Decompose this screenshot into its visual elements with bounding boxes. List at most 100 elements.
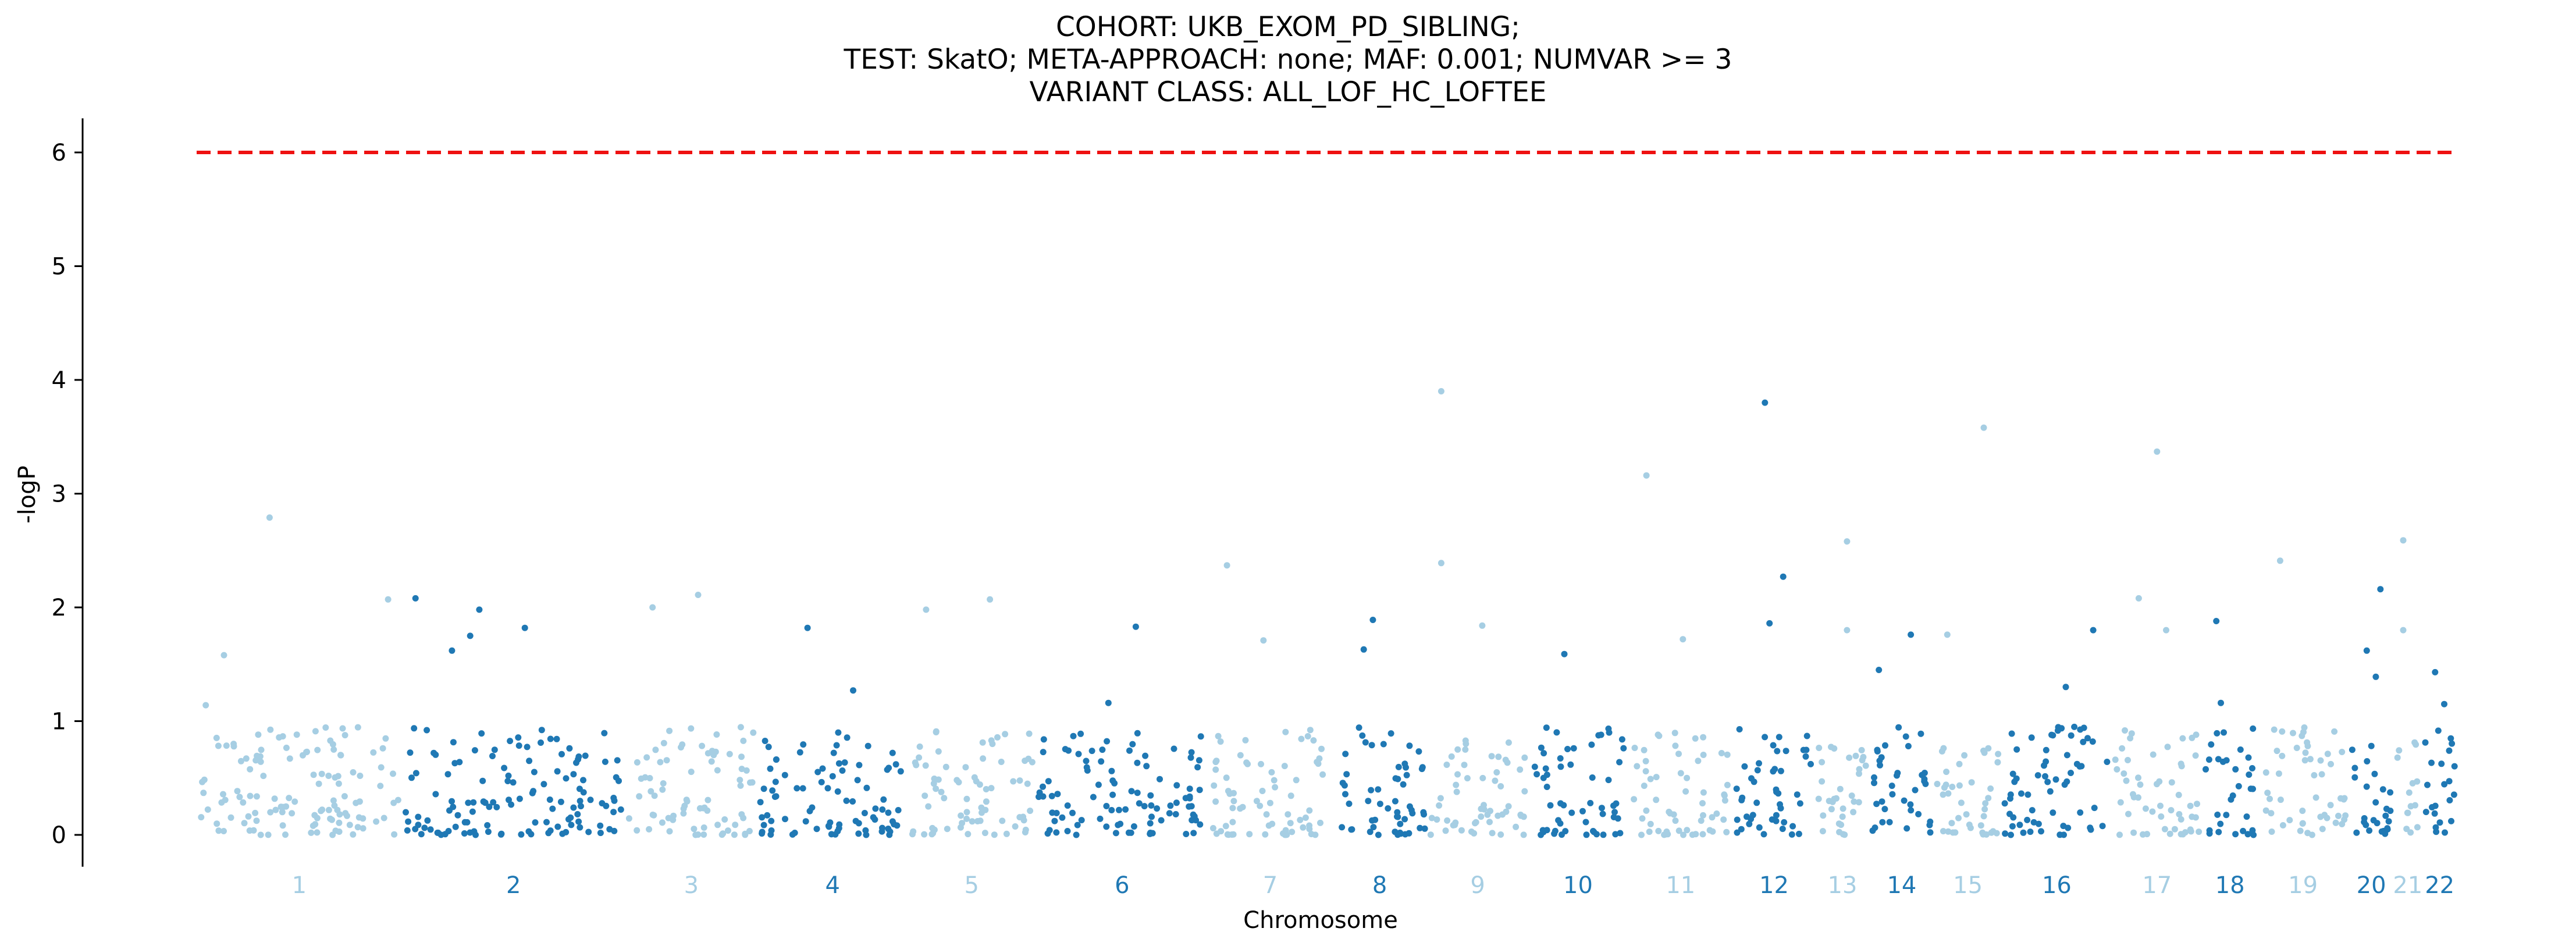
data-point xyxy=(528,831,535,838)
data-point xyxy=(1300,824,1307,831)
data-point xyxy=(2293,745,2300,751)
data-point xyxy=(1788,831,1795,838)
data-point xyxy=(403,809,409,816)
data-point xyxy=(526,757,533,764)
data-point xyxy=(1706,827,1713,834)
data-point xyxy=(2249,827,2256,834)
data-point xyxy=(391,831,398,838)
data-point xyxy=(335,780,342,787)
data-point xyxy=(1368,787,1375,794)
data-point xyxy=(1860,753,1867,760)
data-point xyxy=(2311,772,2318,778)
data-point xyxy=(2042,773,2048,780)
data-point xyxy=(1852,752,1859,759)
data-point xyxy=(606,826,613,833)
data-point xyxy=(2271,726,2278,733)
data-point xyxy=(833,742,840,749)
data-point xyxy=(773,756,780,763)
data-point xyxy=(2435,727,2442,734)
data-point xyxy=(355,814,362,821)
data-point xyxy=(1134,789,1141,796)
data-point xyxy=(1318,745,1325,752)
data-point-top xyxy=(2062,684,2069,691)
chromosome-label-18: 18 xyxy=(2215,872,2245,899)
data-point xyxy=(683,796,690,803)
data-point xyxy=(998,759,1005,765)
data-point xyxy=(1271,777,1278,784)
data-point xyxy=(471,747,478,754)
data-point xyxy=(1663,828,1670,835)
data-point xyxy=(1695,757,1702,764)
data-point-top xyxy=(2276,557,2283,564)
data-point xyxy=(2099,823,2106,830)
data-point xyxy=(2262,769,2269,776)
data-point xyxy=(660,739,667,746)
data-point xyxy=(834,828,841,835)
data-point xyxy=(2041,762,2047,769)
data-point xyxy=(1560,802,1567,809)
data-point xyxy=(1362,739,1369,746)
data-point xyxy=(1513,823,1520,830)
data-point xyxy=(566,745,573,752)
data-point xyxy=(2429,804,2435,810)
data-point xyxy=(322,724,329,731)
data-point xyxy=(300,752,306,759)
data-point xyxy=(220,828,227,834)
data-point xyxy=(1497,783,1504,789)
chromosome-label-16: 16 xyxy=(2042,872,2072,899)
data-point xyxy=(530,788,537,795)
data-point xyxy=(1643,807,1650,814)
data-point xyxy=(2351,774,2358,781)
data-point xyxy=(253,817,260,824)
data-point xyxy=(337,752,344,759)
data-point xyxy=(491,746,498,753)
data-point xyxy=(897,768,904,775)
data-point xyxy=(2237,746,2244,753)
data-point xyxy=(1154,805,1161,812)
chromosome-label-22: 22 xyxy=(2425,872,2454,899)
data-point xyxy=(2080,738,2087,745)
data-point xyxy=(558,751,565,757)
data-point xyxy=(2038,828,2044,835)
data-point xyxy=(289,810,296,817)
data-point xyxy=(1869,827,1876,834)
data-point xyxy=(1700,752,1707,758)
data-point xyxy=(432,791,439,798)
data-point xyxy=(760,785,767,792)
data-point xyxy=(2267,795,2273,802)
data-point xyxy=(1987,785,1994,792)
data-point xyxy=(1553,729,1560,736)
data-point xyxy=(446,807,453,814)
data-point xyxy=(769,787,776,794)
data-point xyxy=(991,831,998,838)
data-point xyxy=(2232,831,2239,838)
data-point xyxy=(887,828,894,835)
data-point xyxy=(314,815,321,821)
data-point xyxy=(484,822,491,828)
data-point xyxy=(1417,824,1424,831)
data-point xyxy=(2122,727,2128,734)
data-point xyxy=(1394,809,1401,816)
data-point xyxy=(554,768,561,775)
data-point xyxy=(2436,819,2443,826)
data-point xyxy=(1567,761,1574,768)
y-tick-label: 3 xyxy=(52,481,66,508)
data-point xyxy=(1173,799,1180,806)
data-point xyxy=(2156,778,2163,785)
data-point xyxy=(1394,831,1401,838)
data-point xyxy=(501,764,508,771)
data-point-top xyxy=(385,596,392,603)
data-point xyxy=(2450,791,2457,798)
data-point xyxy=(1955,815,1962,821)
data-point xyxy=(844,734,851,741)
data-point xyxy=(570,804,577,811)
data-point xyxy=(861,810,868,816)
data-point xyxy=(2312,794,2319,801)
data-point-top xyxy=(2213,618,2220,624)
data-point-top xyxy=(1766,620,1773,627)
data-point xyxy=(1095,781,1102,788)
data-point xyxy=(1125,829,1132,836)
chromosome-label-15: 15 xyxy=(1953,872,1983,899)
data-point xyxy=(2149,808,2156,815)
data-point xyxy=(1614,815,1621,822)
